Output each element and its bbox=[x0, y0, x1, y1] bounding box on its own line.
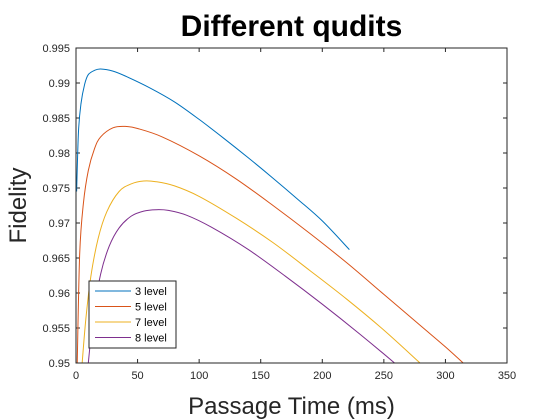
y-tick-label: 0.955 bbox=[42, 323, 70, 335]
x-tick-label: 0 bbox=[73, 370, 79, 382]
legend-label: 3 level bbox=[135, 286, 167, 298]
x-axis-label: Passage Time (ms) bbox=[188, 393, 395, 420]
y-tick-label: 0.99 bbox=[49, 78, 70, 90]
series-line-7-level bbox=[81, 180, 421, 363]
legend: 3 level 5 level 7 level 8 level bbox=[88, 280, 177, 349]
x-tick-label: 300 bbox=[436, 370, 454, 382]
x-tick-label: 100 bbox=[190, 370, 208, 382]
y-tick-label: 0.965 bbox=[42, 253, 70, 265]
y-axis-label: Fidelity bbox=[5, 167, 32, 243]
plot-frame bbox=[75, 47, 508, 364]
legend-label: 7 level bbox=[135, 317, 167, 329]
x-tick-label: 250 bbox=[375, 370, 393, 382]
x-tick-label: 50 bbox=[131, 370, 143, 382]
x-tick-label: 350 bbox=[498, 370, 516, 382]
series-line-5-level bbox=[76, 125, 464, 363]
x-tick-label: 150 bbox=[252, 370, 270, 382]
y-tick-label: 0.97 bbox=[49, 218, 70, 230]
series-layer bbox=[76, 68, 464, 363]
legend-label: 8 level bbox=[135, 333, 167, 345]
y-tick-label: 0.95 bbox=[49, 358, 70, 370]
legend-box bbox=[88, 280, 177, 349]
y-tick-label: 0.98 bbox=[49, 148, 70, 160]
legend-label: 5 level bbox=[135, 302, 167, 314]
chart-title: Different qudits bbox=[181, 10, 403, 43]
y-tick-label: 0.995 bbox=[42, 43, 70, 55]
y-tick-label: 0.96 bbox=[49, 288, 70, 300]
y-tick-label: 0.975 bbox=[42, 183, 70, 195]
x-tick-label: 200 bbox=[313, 370, 331, 382]
y-tick-label: 0.985 bbox=[42, 113, 70, 125]
ticks-layer: 0 50 100 150 200 250 300 350 0.95 0.955 0.96 0.965 0… bbox=[42, 43, 516, 382]
series-line-8-level bbox=[87, 209, 396, 363]
series-line-3-level bbox=[76, 68, 350, 250]
